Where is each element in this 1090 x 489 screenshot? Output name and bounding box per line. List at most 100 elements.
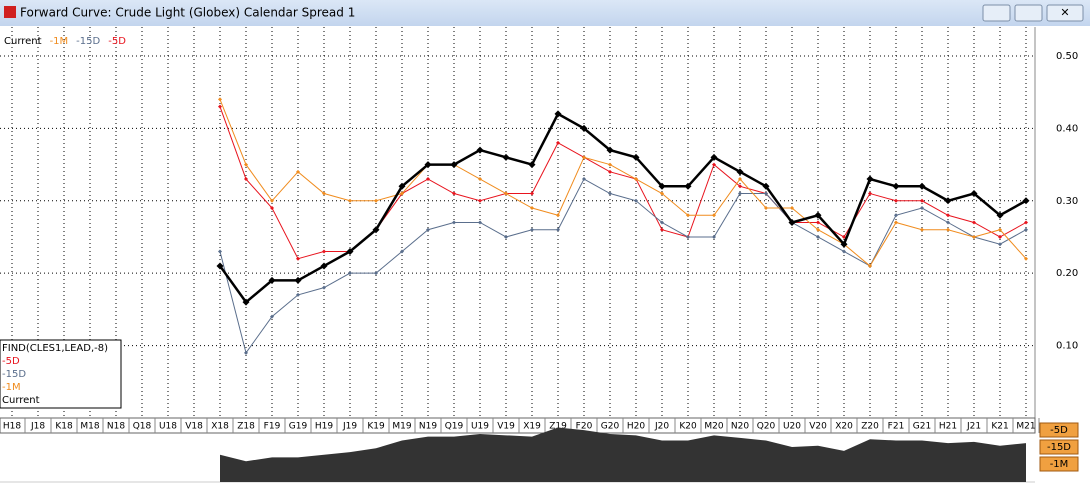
series-point xyxy=(452,191,456,196)
series-point xyxy=(868,263,872,268)
x-tick-label: U20 xyxy=(783,422,801,432)
overview-area xyxy=(220,427,1026,482)
x-tick-label: K19 xyxy=(367,422,385,432)
x-tick-label: V18 xyxy=(185,422,203,432)
series-point xyxy=(764,206,768,211)
study-line: Current xyxy=(2,395,40,406)
x-tick-label: Z18 xyxy=(237,422,255,432)
series-point xyxy=(528,161,536,169)
series-point xyxy=(608,191,612,196)
series-line xyxy=(219,106,1027,260)
y-tick-label: 0.50 xyxy=(1056,51,1078,62)
series-point xyxy=(918,182,926,190)
series-point xyxy=(764,191,768,196)
series-point xyxy=(346,247,354,255)
series-point xyxy=(296,292,300,297)
x-tick-label: H20 xyxy=(627,422,645,432)
series-point xyxy=(894,220,898,225)
series-point xyxy=(424,161,432,169)
series-point xyxy=(842,234,846,239)
series-point xyxy=(400,249,404,254)
x-tick-label: Q20 xyxy=(757,422,776,432)
series-line xyxy=(219,178,1027,354)
series-point xyxy=(1024,256,1028,261)
series-point xyxy=(322,285,326,290)
series-point xyxy=(998,242,1002,247)
series-point xyxy=(322,191,326,196)
legend-entry: -15D xyxy=(76,36,100,47)
x-tick-label: H21 xyxy=(939,422,957,432)
x-tick-label: G19 xyxy=(289,422,308,432)
series-point xyxy=(554,110,562,118)
series-point xyxy=(972,234,976,239)
series-point xyxy=(946,213,950,218)
x-tick-label: K21 xyxy=(991,422,1008,432)
maximize-button[interactable] xyxy=(1014,4,1043,22)
series-point xyxy=(372,226,380,234)
legend-entry: Current xyxy=(4,36,42,47)
series-point xyxy=(866,175,874,183)
series-button[interactable] xyxy=(1039,422,1079,438)
series-point xyxy=(712,234,716,239)
x-tick-label: G20 xyxy=(601,422,620,432)
series-point xyxy=(502,153,510,161)
series-point xyxy=(788,219,796,226)
x-tick-label: J21 xyxy=(966,422,981,432)
series-point xyxy=(270,314,274,319)
series-point xyxy=(684,182,692,190)
series-point xyxy=(738,184,742,189)
series-point xyxy=(530,191,534,196)
x-tick-label: U19 xyxy=(471,422,489,432)
series-point xyxy=(892,182,900,190)
series-button[interactable] xyxy=(1039,456,1079,472)
series-point xyxy=(686,234,690,239)
x-tick-label: K20 xyxy=(679,422,697,432)
y-tick-label: 0.30 xyxy=(1056,196,1078,207)
series-button-label: -1M xyxy=(1050,459,1069,470)
series-point xyxy=(920,227,924,232)
series-point xyxy=(608,169,612,174)
x-tick-label: G21 xyxy=(913,422,931,432)
series-point xyxy=(556,227,560,232)
x-tick-label: M20 xyxy=(704,422,723,432)
series-point xyxy=(710,153,718,161)
series-point xyxy=(816,234,820,239)
series-button[interactable] xyxy=(1039,439,1079,455)
series-point xyxy=(348,198,352,203)
series-point xyxy=(530,227,534,232)
series-point xyxy=(478,220,482,225)
series-point xyxy=(452,220,456,225)
close-button[interactable] xyxy=(1046,4,1084,22)
window-title: Forward Curve: Crude Light (Globex) Cale… xyxy=(20,6,355,20)
series-point xyxy=(894,213,898,218)
series-point xyxy=(478,198,482,203)
series-point xyxy=(842,249,846,254)
series-point xyxy=(996,211,1004,219)
series-point xyxy=(294,276,302,284)
series-point xyxy=(504,191,508,196)
x-tick-label: V19 xyxy=(497,422,515,432)
series-point xyxy=(946,220,950,225)
series-point xyxy=(242,298,250,306)
minimize-button[interactable] xyxy=(982,4,1011,22)
series-point xyxy=(216,262,224,270)
series-point xyxy=(868,191,872,196)
x-tick-label: V20 xyxy=(809,422,827,432)
study-line: -5D xyxy=(2,356,20,367)
series-point xyxy=(634,198,638,203)
series-point xyxy=(972,220,976,225)
y-tick-label: 0.20 xyxy=(1056,268,1078,279)
series-point xyxy=(762,182,770,190)
series-point xyxy=(608,162,612,167)
title-bar xyxy=(0,0,1090,26)
legend-entry: -5D xyxy=(108,36,126,47)
series-point xyxy=(632,153,640,161)
series-point xyxy=(476,146,484,154)
series-point xyxy=(582,177,586,182)
series-point xyxy=(296,256,300,261)
series-point xyxy=(268,276,276,284)
x-tick-label: J20 xyxy=(654,422,669,432)
study-line: -1M xyxy=(2,382,21,393)
